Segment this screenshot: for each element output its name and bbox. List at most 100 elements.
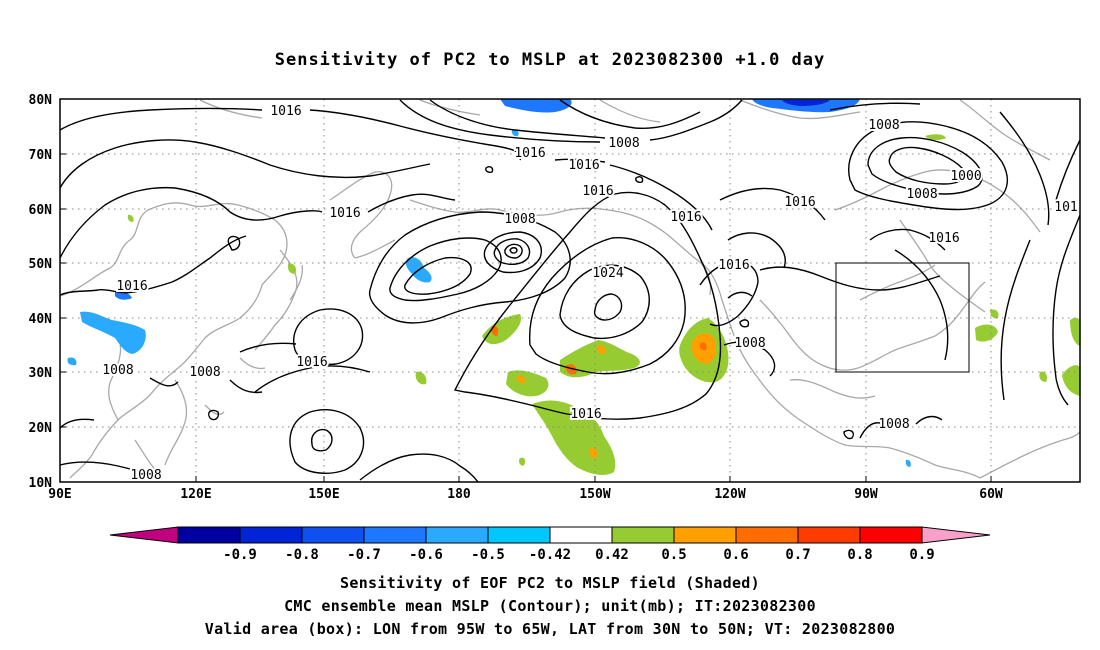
mslp-contour	[483, 231, 542, 274]
positive-patch	[1070, 317, 1080, 346]
colorbar-swatch	[735, 526, 799, 544]
mslp-contour	[894, 249, 949, 361]
contour-label: 1008	[189, 365, 220, 380]
colorbar-tick-label: -0.7	[347, 547, 381, 563]
lat-label: 30N	[29, 366, 53, 381]
mslp-contours	[59, 99, 1081, 483]
contour-label: 1016	[329, 206, 360, 221]
map-panel: 1016 1008 1016 1016 1016 1016 1008 1016 …	[29, 93, 1081, 502]
lat-label: 40N	[29, 312, 53, 327]
map-frame	[59, 98, 1081, 483]
mslp-contour	[859, 422, 885, 439]
positive-patch	[589, 447, 598, 459]
contour-label: 1016	[928, 231, 959, 246]
mslp-contour	[559, 264, 650, 340]
positive-patch	[519, 457, 526, 466]
tick-marks	[60, 98, 992, 482]
colorbar-swatch	[239, 526, 303, 544]
colorbar-swatch	[611, 526, 675, 544]
mslp-contour	[559, 99, 701, 130]
colorbar-swatch	[425, 526, 489, 544]
lon-label: 120W	[714, 487, 745, 502]
coastlines	[59, 99, 1081, 479]
mslp-contour	[1055, 139, 1081, 201]
valid-area-box	[835, 262, 970, 373]
lon-label: 150W	[579, 487, 610, 502]
mslp-contour	[999, 111, 1050, 226]
colorbar-right-triangle	[921, 526, 991, 544]
mslp-contour	[727, 291, 753, 299]
positive-patch	[287, 263, 297, 274]
lon-label: 150E	[308, 487, 339, 502]
caption-contour: CMC ensemble mean MSLP (Contour); unit(m…	[284, 597, 816, 615]
contour-labels: 1016 1008 1016 1016 1016 1016 1008 1016 …	[100, 102, 1079, 485]
lat-label: 50N	[29, 257, 53, 272]
lat-label: 80N	[29, 93, 53, 108]
positive-patch	[925, 134, 946, 141]
positive-patch	[1062, 365, 1080, 396]
lat-label: 10N	[29, 476, 53, 491]
contour-label: 1016	[784, 195, 815, 210]
colorbar-swatch	[301, 526, 365, 544]
positive-patch	[699, 342, 707, 351]
mslp-contour	[1052, 214, 1081, 406]
contour-label: 1016	[570, 407, 601, 422]
negative-patch	[905, 459, 911, 467]
mslp-contour	[399, 99, 601, 143]
mslp-contour	[229, 379, 263, 394]
positive-patch	[975, 324, 998, 342]
negative-patch	[67, 357, 77, 366]
mslp-contour	[635, 176, 644, 183]
colorbar-swatch	[549, 526, 613, 544]
mslp-contour	[485, 166, 494, 173]
mslp-contour	[723, 341, 776, 377]
mslp-contour	[727, 232, 786, 269]
positive-patch	[506, 370, 549, 397]
mslp-contour	[309, 109, 522, 161]
lat-label: 20N	[29, 421, 53, 436]
negative-patch	[782, 100, 830, 106]
mslp-contour	[869, 228, 946, 251]
lat-label: 60N	[29, 203, 53, 218]
positive-patch	[597, 345, 606, 355]
contour-label: 1016	[582, 184, 613, 199]
mslp-contour	[59, 461, 161, 479]
latitude-labels: 80N 70N 60N 50N 40N 30N 20N 10N	[29, 93, 53, 491]
positive-patch	[560, 340, 640, 378]
mslp-contour	[829, 102, 921, 111]
contour-label: 1016	[270, 104, 301, 119]
mslp-contour	[59, 235, 247, 296]
lon-label: 90E	[48, 487, 71, 502]
mslp-contour	[368, 211, 571, 324]
colorbar-swatch	[859, 526, 923, 544]
colorbar-tick-label: 0.42	[595, 547, 629, 563]
mslp-contour	[453, 191, 722, 420]
mslp-contour	[593, 293, 623, 321]
colorbar-tick-label: -0.6	[409, 547, 443, 563]
contour-label: 1000	[950, 169, 981, 184]
colorbar-tick-label: 0.8	[847, 547, 872, 563]
mslp-contour	[429, 99, 606, 139]
contour-label: 1016	[296, 355, 327, 370]
contour-label: 1008	[608, 136, 639, 151]
colorbar-tick-label: -0.5	[471, 547, 505, 563]
mslp-contour	[239, 342, 297, 353]
positive-patch	[1039, 371, 1048, 382]
mslp-contour	[554, 158, 606, 163]
mslp-contour	[509, 247, 518, 254]
mslp-contour	[149, 377, 179, 387]
contour-label: 1008	[130, 468, 161, 483]
lat-label: 70N	[29, 148, 53, 163]
negative-patch	[80, 311, 146, 354]
mslp-contour	[493, 238, 531, 266]
mslp-contour	[699, 261, 759, 327]
mslp-contour	[888, 146, 965, 185]
negative-patch	[511, 129, 519, 137]
mslp-contour	[59, 418, 95, 429]
lon-label: 120E	[180, 487, 211, 502]
contour-label: 1008	[906, 187, 937, 202]
caption-shaded: Sensitivity of EOF PC2 to MSLP field (Sh…	[340, 574, 760, 592]
mslp-contour	[59, 107, 263, 131]
mslp-contour	[843, 429, 854, 440]
contour-label: 1016	[116, 279, 147, 294]
